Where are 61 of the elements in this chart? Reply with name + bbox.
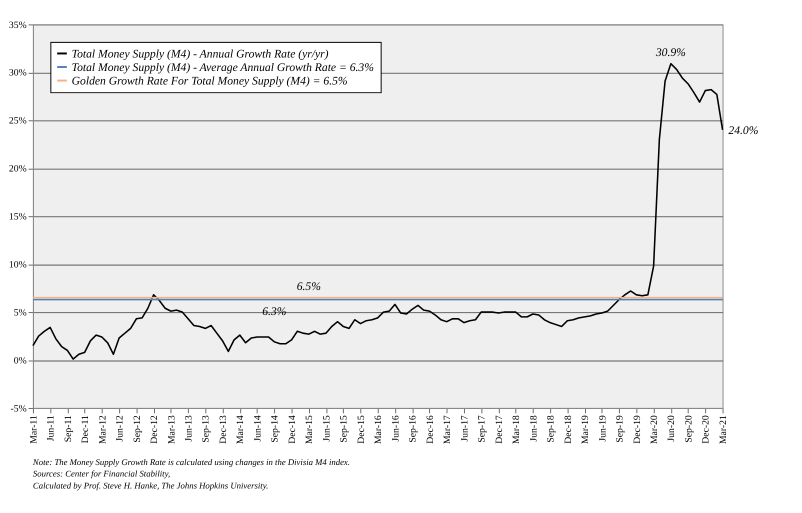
x-tick-label: Sep-15: [338, 415, 350, 443]
text: Calculated by Prof. Steve H. Hanke, The Johns Hopkins University.: [32, 480, 268, 490]
x-tick-label: Mar-13: [166, 415, 178, 444]
x-tick-label: Dec-12: [149, 415, 160, 444]
x-tick-label: Mar-15: [304, 415, 316, 444]
x-tick-label: Jun-19: [597, 415, 608, 442]
x-tick-label: Dec-20: [700, 415, 712, 444]
y-tick-label: 35%: [8, 20, 27, 31]
legend-label: Total Money Supply (M4) - Average Annual Growth Rate = 6.3%: [72, 60, 374, 74]
x-tick-label: Mar-18: [511, 415, 522, 444]
x-tick-label: Dec-18: [562, 415, 574, 444]
x-tick-label: Sep-13: [200, 415, 212, 443]
x-tick-label: Sep-16: [408, 415, 419, 443]
x-tick-label: Sep-19: [614, 415, 626, 443]
x-tick-label: Jun-20: [666, 415, 678, 442]
annotation: 24.0%: [728, 124, 758, 137]
x-tick-label: Dec-11: [80, 415, 92, 444]
annotation: 6.5%: [296, 280, 321, 293]
x-tick-label: Sep-18: [546, 415, 557, 443]
x-tick-label: Mar-17: [442, 415, 454, 444]
x-tick-label: Dec-17: [494, 415, 505, 444]
x-tick-label: Dec-15: [356, 415, 367, 444]
y-tick-label: -5%: [10, 403, 27, 414]
annotation: 30.9%: [654, 46, 686, 59]
y-tick-label: 20%: [8, 164, 27, 175]
legend-label: Total Money Supply (M4) - Annual Growth Rate (yr/yr): [72, 47, 329, 60]
y-tick-label: 15%: [8, 212, 27, 223]
x-tick-label: Jun-11: [46, 415, 57, 442]
x-tick-label: Sep-11: [62, 415, 74, 442]
x-tick-label: Dec-16: [424, 415, 436, 444]
x-tick-label: Mar-20: [649, 415, 660, 444]
x-tick-label: Sep-12: [132, 415, 143, 443]
x-tick-label: Mar-12: [97, 415, 108, 444]
x-tick-label: Jun-16: [390, 415, 402, 442]
x-tick-label: Sep-17: [476, 415, 488, 443]
y-tick-label: 0%: [14, 355, 27, 366]
line-series: [32, 62, 724, 360]
y-tick-label: 30%: [8, 68, 27, 79]
x-tick-label: Jun-17: [459, 415, 470, 442]
legend-label: Golden Growth Rate For Total Money Supply (M4) = 6.5%: [72, 74, 348, 88]
x-tick-label: Sep-20: [683, 415, 694, 443]
x-tick-label: Mar-19: [580, 415, 592, 444]
x-tick-label: Jun-12: [114, 415, 126, 442]
x-tick-label: Jun-15: [321, 415, 332, 442]
x-tick-label: Jun-13: [183, 415, 194, 442]
x-tick-label: Mar-11: [28, 415, 40, 444]
text: Note: The Money Supply Growth Rate is calculated using changes in the Divisia M4 index.: [32, 457, 350, 468]
y-tick-label: 25%: [8, 116, 27, 127]
y-tick-label: 5%: [14, 307, 27, 318]
x-tick-label: Jun-18: [528, 415, 540, 442]
x-tick-label: Mar-21: [718, 415, 729, 444]
x-tick-label: Mar-14: [235, 415, 246, 444]
x-tick-label: Dec-14: [286, 415, 298, 444]
x-tick-label: Dec-19: [632, 415, 643, 444]
x-tick-label: Sep-14: [270, 415, 281, 443]
x-tick-label: Jun-14: [252, 415, 264, 442]
x-tick-label: Dec-13: [218, 415, 229, 444]
y-tick-label: 10%: [8, 260, 27, 271]
source-note: Sources: Center for Financial Stability,: [32, 468, 170, 479]
annotation: 6.3%: [262, 305, 286, 318]
x-tick-label: Mar-16: [373, 415, 384, 444]
